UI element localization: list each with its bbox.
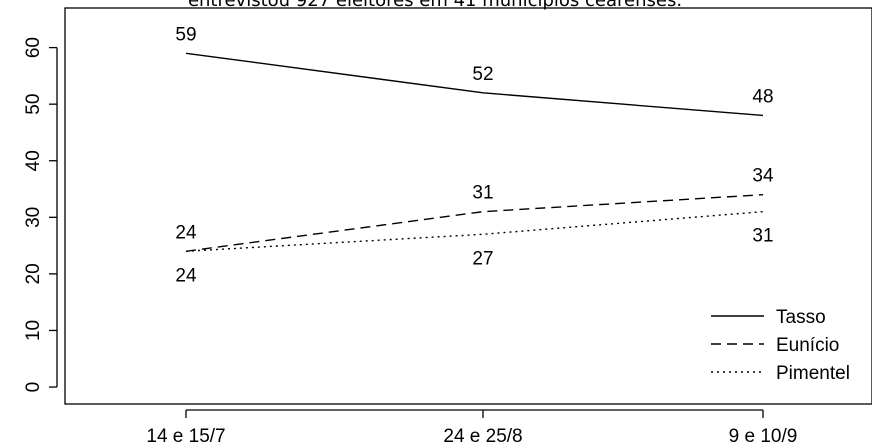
x-tick-label: 9 e 10/9 [729,426,798,444]
data-label: 34 [752,166,774,187]
chart-title: entrevistou 927 eleitores em 41 municípi… [188,0,682,11]
legend-label: Tasso [776,307,826,328]
data-label: 48 [752,86,773,107]
data-label: 52 [472,64,493,85]
y-tick-label: 10 [23,320,44,341]
data-label: 27 [472,248,493,269]
data-label: 31 [752,226,773,247]
data-label: 59 [175,24,196,45]
data-label: 24 [175,222,197,243]
x-tick-label: 24 e 25/8 [443,426,522,444]
data-label: 31 [472,183,493,204]
y-tick-label: 0 [23,382,44,393]
series-line-euncio [185,193,764,252]
legend-label: Eunício [776,335,839,356]
legend: Tasso Eunício Pimentel [711,307,850,384]
series-line-pimentel [185,210,764,252]
y-tick-label: 40 [23,150,44,171]
x-tick-label: 14 e 15/7 [146,426,225,444]
y-tick-label: 50 [23,94,44,115]
legend-label: Pimentel [776,363,850,384]
y-tick-label: 60 [23,37,44,58]
series-layer [185,52,764,252]
plot-frame [64,7,872,405]
y-tick-label: 20 [23,263,44,284]
series-line-tasso [185,52,764,117]
y-tick-label: 30 [23,207,44,228]
x-axis: 14 e 15/7 24 e 25/8 9 e 10/9 [146,409,798,444]
data-labels: 59 52 48 24 31 34 24 27 31 [175,24,774,286]
data-label: 24 [175,265,197,286]
y-axis: 0 10 20 30 40 50 60 [23,37,58,393]
